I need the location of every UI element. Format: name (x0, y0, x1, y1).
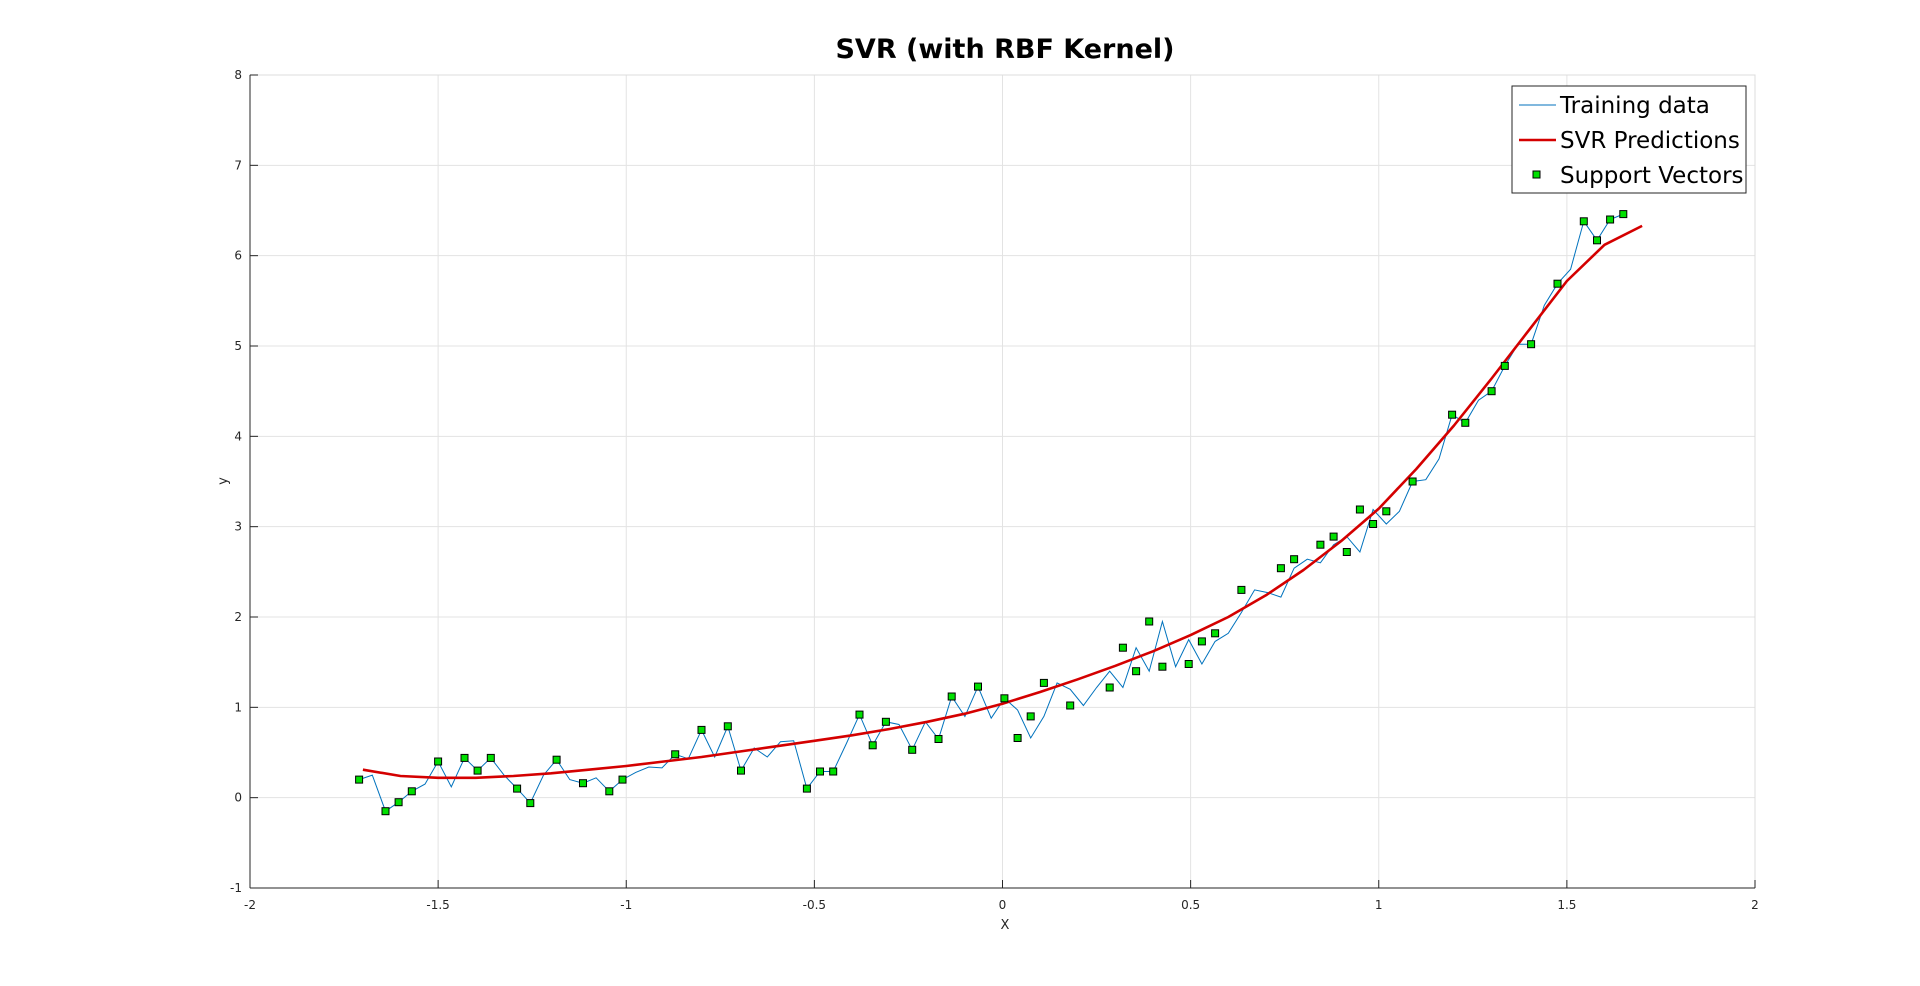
x-tick-label: 1.5 (1557, 898, 1576, 912)
support-vector-point (1290, 555, 1299, 564)
support-vector-point (526, 799, 535, 808)
legend-label-prediction: SVR Predictions (1560, 128, 1740, 154)
support-vector-point (1132, 667, 1141, 676)
support-vector-point (1316, 540, 1325, 549)
support-vector-point (486, 753, 495, 762)
x-axis-label: X (1001, 918, 1010, 933)
support-vector-point (355, 775, 364, 784)
y-tick-label: 8 (234, 68, 242, 82)
support-vector-point (552, 755, 561, 764)
support-vector-point (460, 753, 469, 762)
support-vector-point (802, 784, 811, 793)
support-vector-point (1329, 532, 1338, 541)
support-vector-point (1487, 387, 1496, 396)
support-vector-point (1066, 701, 1075, 710)
support-vector-point (1448, 410, 1457, 419)
support-vector-point (1606, 215, 1615, 224)
support-vector-point (1013, 734, 1022, 742)
support-vector-point (618, 775, 627, 784)
support-vector-point (868, 741, 877, 750)
support-vector-point (605, 787, 614, 796)
x-tick-label: 2 (1751, 898, 1759, 912)
support-vector-point (579, 779, 587, 788)
support-vector-point (1158, 662, 1167, 671)
x-tick-label: 0.5 (1181, 898, 1200, 912)
x-tick-label: -1 (620, 898, 632, 912)
support-vector-point (1342, 548, 1351, 556)
support-vector-point (1145, 617, 1154, 626)
support-vector-point (908, 745, 917, 754)
y-tick-label: 0 (234, 791, 242, 805)
support-vector-point (1026, 712, 1035, 721)
support-vector-point (394, 798, 403, 807)
x-tick-label: -2 (244, 898, 256, 912)
x-tick-label: 0 (999, 898, 1007, 912)
legend-marker-support (1532, 170, 1541, 179)
support-vector-point (1619, 210, 1628, 219)
support-vector-point (1039, 678, 1048, 687)
y-tick-label: 7 (234, 158, 242, 172)
y-tick-label: -1 (230, 881, 242, 895)
support-vector-point (1118, 643, 1127, 652)
series-line-svr-predictions (362, 224, 1643, 780)
support-vector-point (1593, 236, 1601, 245)
support-vector-point (1237, 585, 1246, 594)
support-vector-point (934, 735, 943, 743)
support-vector-point (473, 766, 482, 775)
support-vector-point (723, 722, 732, 731)
y-tick-label: 5 (234, 339, 242, 353)
support-vector-point (1355, 505, 1364, 514)
support-vector-point (1382, 507, 1391, 516)
support-vector-point (1000, 694, 1009, 703)
legend: Training data SVR Predictions Support Ve… (1511, 85, 1747, 194)
support-vector-point (974, 682, 982, 691)
x-tick-label: -1.5 (426, 898, 449, 912)
legend-label-support: Support Vectors (1560, 163, 1744, 189)
y-tick-label: 1 (234, 700, 242, 714)
chart-title: SVR (with RBF Kernel) (835, 34, 1174, 65)
support-vector-point (737, 766, 745, 775)
support-vector-point (1500, 361, 1509, 370)
support-vector-point (1527, 340, 1536, 349)
y-tick-label: 3 (234, 520, 242, 534)
support-vector-point (697, 725, 706, 734)
support-vector-point (381, 807, 390, 816)
support-vector-point (434, 757, 443, 766)
series-layer (355, 210, 1643, 816)
support-vector-point (1276, 564, 1285, 573)
support-vector-point (671, 750, 680, 759)
support-vector-point (855, 710, 864, 719)
support-vector-point (1408, 477, 1417, 486)
support-vector-point (1105, 683, 1114, 692)
support-vector-point (816, 767, 824, 776)
y-axis-label: y (216, 477, 231, 485)
x-tick-label: -0.5 (803, 898, 826, 912)
support-vector-point (947, 692, 956, 701)
legend-label-training: Training data (1559, 93, 1710, 119)
support-vector-point (1211, 629, 1220, 638)
support-vector-point (1461, 418, 1470, 427)
y-tick-label: 4 (234, 429, 242, 443)
support-vector-point (829, 767, 838, 776)
support-vector-point (1553, 279, 1562, 288)
support-vector-point (1369, 520, 1378, 528)
support-vector-point (881, 717, 890, 726)
x-tick-label: 1 (1375, 898, 1383, 912)
axes: -2 -1.5 -1 -0.5 0 0.5 1 1.5 2 -1 0 1 2 3 4 5 6 7 8 (230, 68, 1759, 912)
y-tick-label: 6 (234, 249, 242, 263)
support-vector-point (1197, 637, 1206, 646)
support-vector-point (1579, 217, 1588, 226)
y-tick-label: 2 (234, 610, 242, 624)
support-vector-point (513, 784, 522, 793)
support-vector-point (407, 787, 416, 796)
support-vector-point (1184, 660, 1193, 668)
